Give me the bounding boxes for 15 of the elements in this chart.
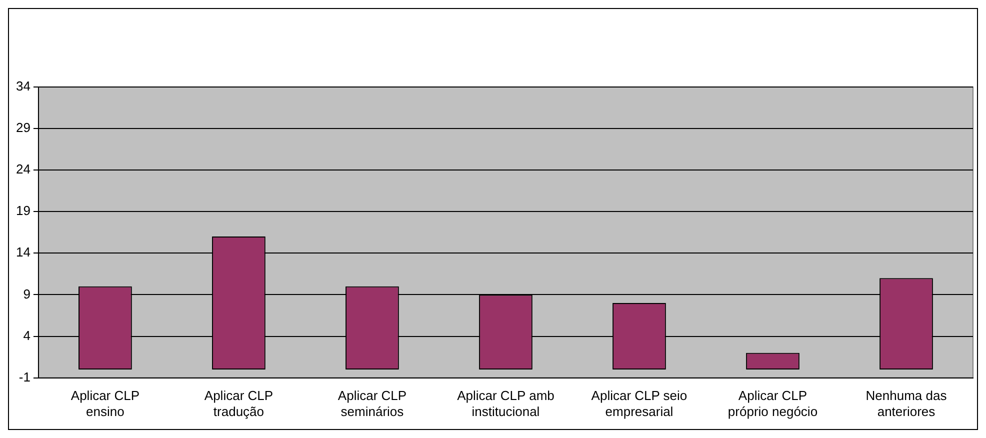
x-tick-label: Aplicar CLP seio empresarial <box>591 388 688 419</box>
y-tick-label: 29 <box>16 120 30 136</box>
x-tick-label: Aplicar CLP ensino <box>70 388 140 419</box>
y-tick-label: 34 <box>16 78 30 94</box>
x-tick-label: Aplicar CLP seminários <box>338 388 407 419</box>
y-tick-label: 9 <box>23 286 30 302</box>
y-tick-label: 19 <box>16 203 30 218</box>
x-tick-label: Aplicar CLP tradução <box>204 388 274 419</box>
y-tick-label: -1 <box>18 369 30 384</box>
x-tick-label: Nenhuma das anteriores <box>866 388 948 419</box>
y-tick-label: 24 <box>16 162 30 177</box>
y-tick-label: 4 <box>23 328 30 343</box>
y-tick-label: 14 <box>16 244 30 260</box>
x-tick-label: Aplicar CLP amb institucional <box>457 388 554 419</box>
x-tick-label: Aplicar CLP próprio negócio <box>728 388 818 419</box>
